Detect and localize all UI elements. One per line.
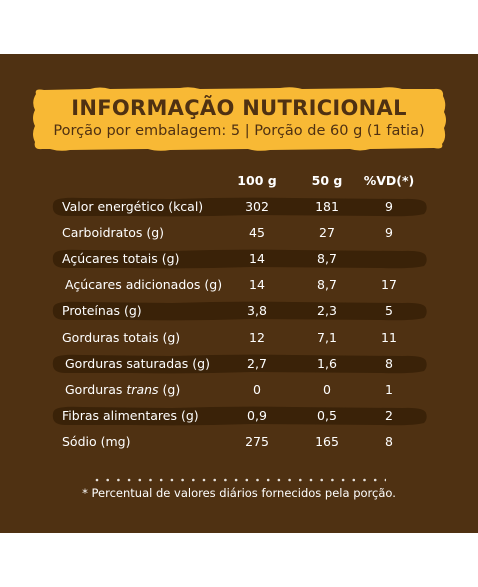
row-shade [52, 248, 428, 270]
value-100g: 2,7 [247, 356, 267, 371]
page-title: INFORMAÇÃO NUTRICIONAL [71, 96, 407, 120]
nutrient-label: Açúcares totais (g) [62, 251, 180, 266]
footnote: * Percentual de valores diários fornecid… [82, 486, 396, 500]
title-banner [30, 86, 448, 152]
nutrient-label: Carboidratos (g) [62, 225, 165, 240]
value-50g: 8,7 [317, 277, 337, 292]
value-50g: 2,3 [317, 303, 337, 318]
column-header-vd: %VD(*) [363, 173, 415, 188]
value-vd: 8 [385, 356, 393, 371]
value-50g: 8,7 [317, 251, 337, 266]
value-100g: 14 [249, 251, 265, 266]
value-50g: 181 [315, 199, 339, 214]
nutrient-label: Gorduras saturadas (g) [65, 356, 210, 371]
value-100g: 45 [249, 225, 265, 240]
value-vd: 11 [381, 330, 397, 345]
value-100g: 0,9 [247, 408, 267, 423]
nutrient-label: Valor energético (kcal) [62, 199, 204, 214]
value-50g: 27 [319, 225, 335, 240]
column-header-100g: 100 g [237, 173, 277, 188]
value-100g: 14 [249, 277, 265, 292]
value-vd: 5 [385, 303, 393, 318]
dotted-divider [94, 468, 388, 482]
value-50g: 7,1 [317, 330, 337, 345]
nutrient-label: Fibras alimentares (g) [62, 408, 199, 423]
value-50g: 1,6 [317, 356, 337, 371]
value-vd: 17 [381, 277, 397, 292]
nutrient-label: Gorduras trans (g) [65, 382, 181, 397]
value-100g: 12 [249, 330, 265, 345]
value-vd: 2 [385, 408, 393, 423]
value-100g: 3,8 [247, 303, 267, 318]
nutrient-label: Proteínas (g) [62, 303, 142, 318]
value-vd: 8 [385, 434, 393, 449]
serving-info: Porção por embalagem: 5 | Porção de 60 g… [53, 123, 425, 139]
value-100g: 302 [245, 199, 269, 214]
value-50g: 0,5 [317, 408, 337, 423]
value-vd: 9 [385, 199, 393, 214]
value-50g: 0 [323, 382, 331, 397]
nutrient-label: Açúcares adicionados (g) [65, 277, 223, 292]
value-100g: 0 [253, 382, 261, 397]
value-100g: 275 [245, 434, 269, 449]
nutrient-label: Gorduras totais (g) [62, 330, 181, 345]
value-vd: 1 [385, 382, 393, 397]
value-50g: 165 [315, 434, 339, 449]
column-header-50g: 50 g [311, 173, 343, 188]
row-shade [52, 300, 428, 322]
value-vd: 9 [385, 225, 393, 240]
row-shade [52, 353, 428, 375]
row-shade [52, 196, 428, 218]
row-shade [52, 405, 428, 427]
nutrient-label: Sódio (mg) [62, 434, 131, 449]
